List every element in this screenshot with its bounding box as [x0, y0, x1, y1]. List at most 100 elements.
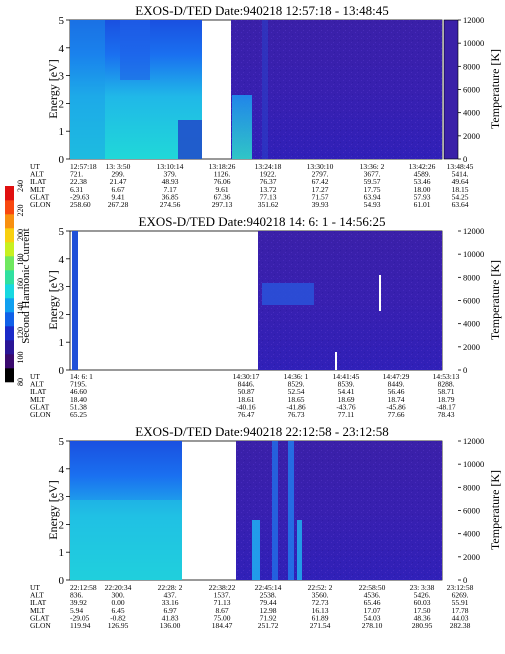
- panel-1-title: EXOS-D/TED Date:940218 12:57:18 - 13:48:…: [135, 3, 388, 18]
- temperature-tick-label: 0: [463, 575, 467, 585]
- orbit-row-label: GLON: [30, 200, 51, 209]
- colorbar-ticks: 80 100 120 140 160 180 200 220 240: [16, 180, 25, 386]
- panel-3-title: EXOS-D/TED Date:940218 22:12:58 - 23:12:…: [135, 424, 388, 439]
- orbit-cell: 21.47: [110, 177, 127, 186]
- orbit-cell: 13:30:10: [307, 162, 334, 171]
- orbit-row-label: UT: [30, 372, 40, 381]
- panel-3-ylabel: Energy [eV]: [46, 480, 60, 539]
- orbit-row-label: ILAT: [30, 177, 47, 186]
- colorbar-swatch: [5, 368, 14, 383]
- colorbar-swatch: [5, 354, 14, 369]
- orbit-cell: 5426.: [414, 591, 431, 600]
- orbit-cell: 71.13: [214, 598, 231, 607]
- panel-1-y2label: Temperature [K]: [488, 49, 502, 129]
- orbit-cell: -43.76: [336, 402, 356, 411]
- orbit-row-label: ALT: [30, 170, 44, 179]
- orbit-cell: 49.64: [452, 177, 469, 186]
- colorbar-swatch: [5, 228, 14, 243]
- temperature-tick-label: 4000: [463, 319, 480, 329]
- energy-tick-label: 5: [59, 15, 65, 27]
- orbit-cell: 126.95: [108, 621, 129, 630]
- temperature-tick-label: 12000: [463, 436, 484, 446]
- orbit-row-label: ILAT: [30, 387, 47, 396]
- orbit-cell: 54.03: [364, 613, 381, 622]
- orbit-cell: 8288.: [438, 380, 455, 389]
- panel-1-bright-band: [70, 20, 105, 159]
- orbit-cell: 76.47: [238, 410, 255, 419]
- panel-1-core-burst: [232, 95, 252, 159]
- colorbar-swatch: [5, 186, 14, 201]
- panel-1-y-axis: 0 1 2 3 4 5: [59, 15, 70, 166]
- orbit-cell: 17.75: [364, 185, 381, 194]
- orbit-cell: 56.46: [388, 387, 405, 396]
- energy-tick-label: 2: [59, 98, 65, 110]
- orbit-cell: 39.92: [70, 598, 87, 607]
- orbit-row-label: MLT: [30, 395, 46, 404]
- energy-tick-label: 5: [59, 226, 65, 238]
- panel-3-y2label: Temperature [K]: [488, 470, 502, 550]
- colorbar-swatch: [5, 340, 14, 355]
- orbit-cell: 282.38: [450, 621, 471, 630]
- panel-2-y2label: Temperature [K]: [488, 260, 502, 340]
- colorbar-tick-label: 220: [16, 205, 25, 217]
- energy-tick-label: 2: [59, 309, 65, 321]
- temperature-tick-label: 8000: [463, 272, 480, 282]
- orbit-cell: 8529.: [288, 380, 305, 389]
- orbit-cell: -29.05: [70, 613, 90, 622]
- orbit-cell: 77.66: [388, 410, 405, 419]
- orbit-cell: 67.42: [312, 177, 329, 186]
- orbit-cell: 18.40: [70, 395, 87, 404]
- orbit-cell: 4589.: [414, 170, 431, 179]
- orbit-cell: 23:12:58: [447, 583, 474, 592]
- orbit-cell: 14: 6: 1: [70, 372, 93, 381]
- energy-tick-label: 1: [59, 547, 65, 559]
- panel-3-stripe-1: [252, 520, 260, 580]
- orbit-row-label: GLAT: [30, 402, 50, 411]
- colorbar-swatch: [5, 312, 14, 327]
- panel-1: EXOS-D/TED Date:940218 12:57:18 - 13:48:…: [30, 3, 502, 209]
- orbit-cell: 54.41: [338, 387, 355, 396]
- orbit-cell: 8449.: [388, 380, 405, 389]
- orbit-cell: 58.71: [438, 387, 455, 396]
- panel-2-y-axis: 0 1 2 3 4 5: [59, 226, 70, 377]
- orbit-cell: -0.82: [110, 613, 126, 622]
- orbit-cell: 184.47: [212, 621, 233, 630]
- orbit-cell: 379.: [163, 170, 176, 179]
- orbit-cell: 57.93: [414, 192, 431, 201]
- orbit-cell: 50.87: [238, 387, 255, 396]
- colorbar-tick-label: 80: [16, 378, 25, 386]
- panel-3-noise: [236, 441, 442, 580]
- orbit-cell: 76.06: [214, 177, 231, 186]
- orbit-cell: 6.67: [111, 185, 124, 194]
- orbit-cell: 14:53:13: [433, 372, 460, 381]
- orbit-cell: -48.17: [436, 402, 456, 411]
- orbit-cell: 278.10: [362, 621, 383, 630]
- panel-2-title: EXOS-D/TED Date:940218 14: 6: 1 - 14:56:…: [139, 214, 386, 229]
- colorbar-tick-label: 180: [16, 254, 25, 266]
- orbit-cell: 14:41:45: [333, 372, 360, 381]
- orbit-cell: 13:48:45: [447, 162, 474, 171]
- orbit-row-label: UT: [30, 162, 40, 171]
- colorbar-swatch: [5, 256, 14, 271]
- panel-1-dark-patch: [178, 120, 202, 159]
- orbit-row-label: MLT: [30, 606, 46, 615]
- panel-3-stripe-4: [297, 520, 302, 580]
- energy-tick-label: 4: [59, 254, 65, 266]
- orbit-cell: 5.94: [70, 606, 83, 615]
- energy-tick-label: 1: [59, 126, 65, 138]
- orbit-cell: 299.: [111, 170, 124, 179]
- orbit-cell: 67.36: [214, 192, 231, 201]
- orbit-cell: 6269.: [452, 591, 469, 600]
- orbit-row-label: GLON: [30, 410, 51, 419]
- colorbar-tick-label: 100: [16, 352, 25, 364]
- energy-tick-label: 2: [59, 519, 65, 531]
- orbit-cell: 22:45:14: [255, 583, 282, 592]
- orbit-cell: 48.93: [162, 177, 179, 186]
- orbit-cell: 8539.: [338, 380, 355, 389]
- energy-tick-label: 3: [59, 71, 65, 83]
